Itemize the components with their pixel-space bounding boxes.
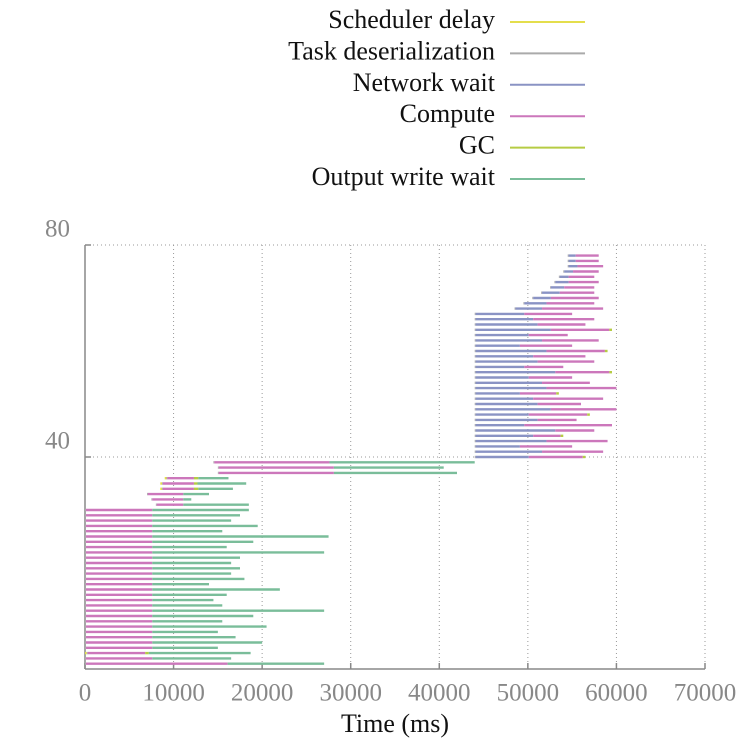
legend-label: Output write wait [312, 162, 496, 191]
legend-label: Scheduler delay [328, 5, 495, 34]
x-tick-label: 60000 [585, 680, 648, 707]
x-tick-label: 30000 [319, 680, 382, 707]
x-tick-label: 70000 [674, 680, 737, 707]
x-tick-label: 40000 [408, 680, 471, 707]
x-tick-label: 20000 [231, 680, 294, 707]
x-tick-label: 10000 [142, 680, 205, 707]
x-tick-label: 0 [79, 680, 92, 707]
y-tick-label: 40 [45, 428, 70, 455]
x-tick-label: 50000 [497, 680, 560, 707]
legend-label: Network wait [353, 68, 496, 97]
y-tick-label: 80 [45, 216, 70, 243]
x-axis-label: Time (ms) [341, 709, 449, 738]
legend-label: Compute [400, 99, 495, 128]
legend-label: Task deserialization [288, 36, 495, 65]
legend-label: GC [459, 131, 495, 160]
